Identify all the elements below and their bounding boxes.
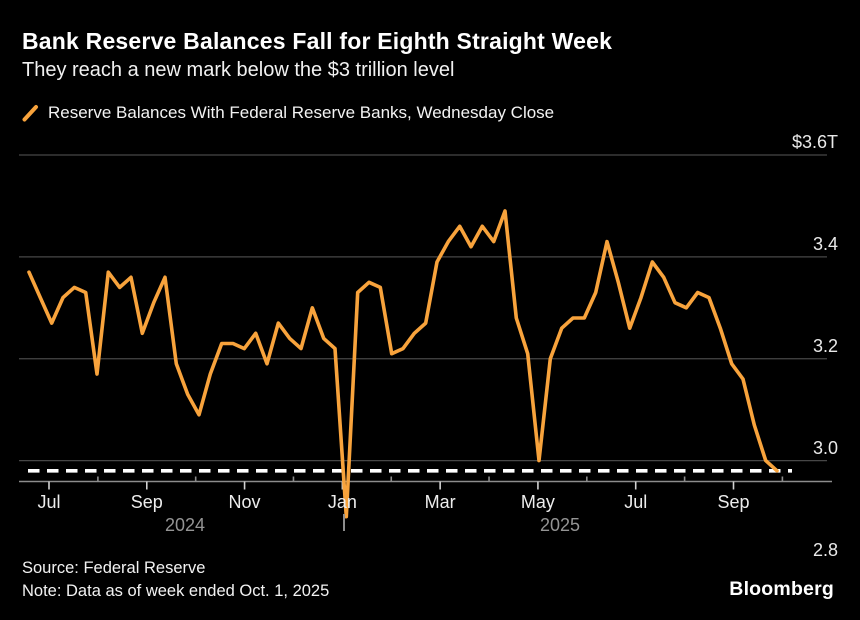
chart-title: Bank Reserve Balances Fall for Eighth St… [22, 28, 613, 54]
x-tick-label: Jul [624, 492, 648, 512]
legend: Reserve Balances With Federal Reserve Ba… [22, 103, 554, 123]
y-tick-label: 3.2 [812, 335, 838, 356]
y-tick-label: 2.8 [812, 539, 838, 560]
year-label: 2025 [539, 515, 581, 535]
reserve-balances-line [27, 209, 779, 519]
source-text: Source: Federal Reserve [22, 559, 206, 577]
year-separator-mark [343, 514, 345, 531]
chart-subtitle: They reach a new mark below the $3 trill… [22, 59, 455, 81]
x-tick-label: Mar [424, 492, 456, 512]
x-tick-label: Sep [130, 492, 163, 512]
legend-label: Reserve Balances With Federal Reserve Ba… [48, 103, 555, 122]
y-tick-label: $3.6T [791, 132, 838, 152]
bloomberg-logo: Bloomberg [729, 578, 834, 600]
y-tick-label: 3.4 [812, 233, 838, 254]
x-tick-label: Jan [327, 492, 357, 512]
year-label: 2024 [164, 515, 206, 535]
x-tick-label: Sep [717, 492, 750, 512]
legend-slash-icon [22, 104, 39, 122]
note-text: Note: Data as of week ended Oct. 1, 2025 [22, 582, 330, 600]
x-tick-label: May [520, 492, 555, 512]
x-tick-label: Jul [37, 492, 61, 512]
x-tick-label: Nov [228, 492, 261, 512]
y-tick-label: 3.0 [812, 437, 838, 458]
